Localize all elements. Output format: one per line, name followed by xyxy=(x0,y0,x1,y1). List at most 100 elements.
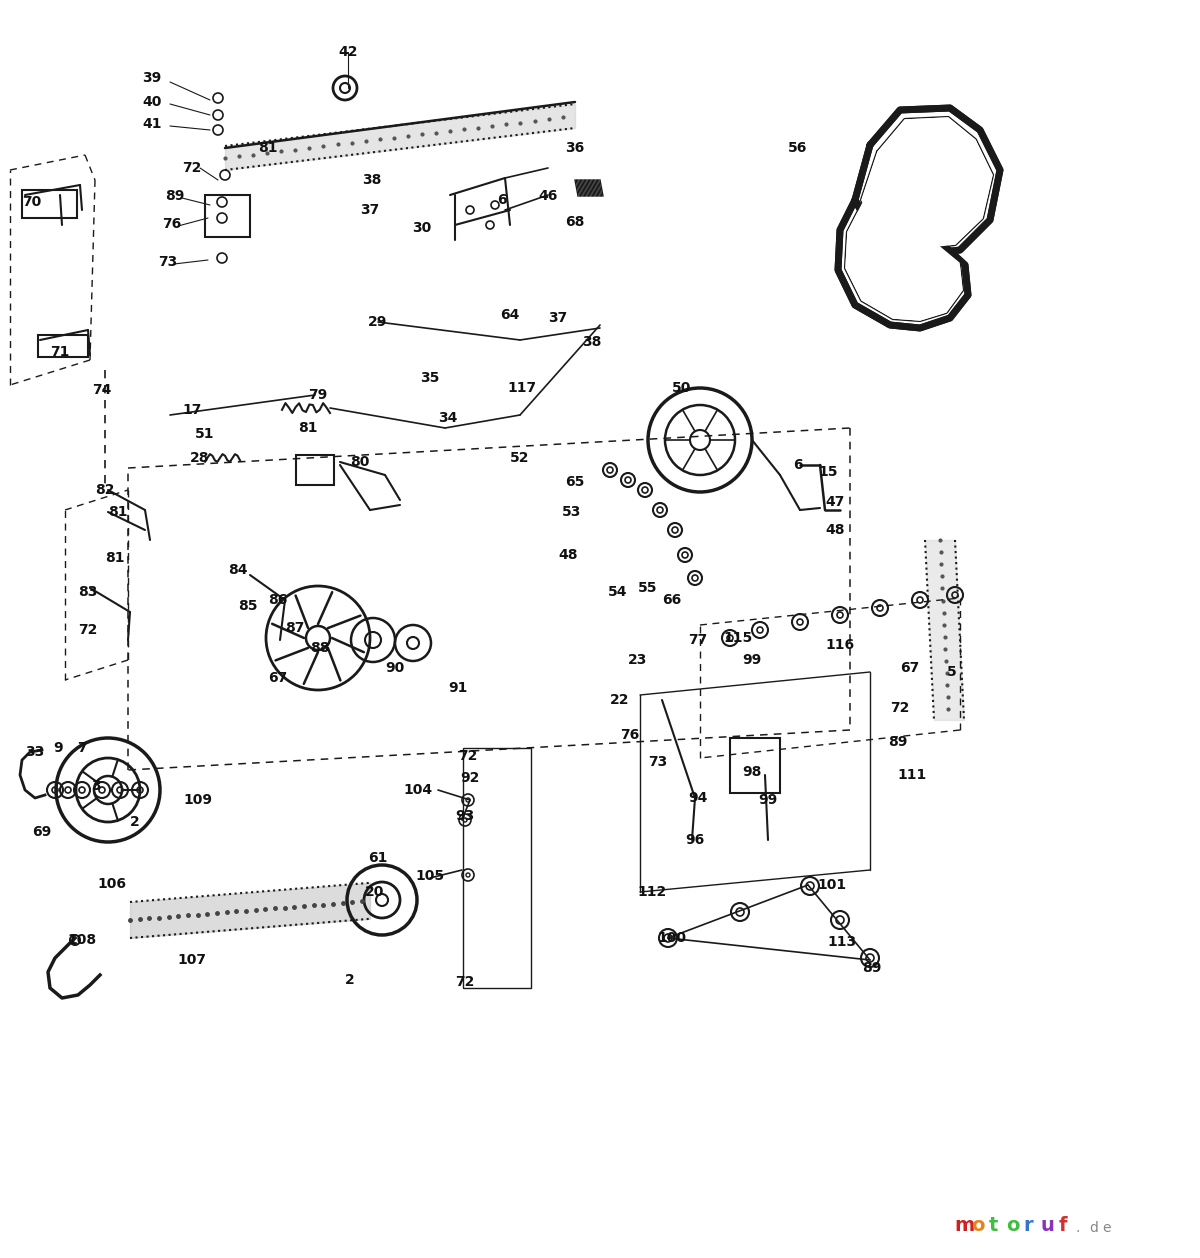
Text: 72: 72 xyxy=(458,749,478,764)
Text: f: f xyxy=(1058,1216,1067,1235)
Text: 65: 65 xyxy=(565,476,584,489)
Text: 22: 22 xyxy=(611,693,630,707)
Text: 56: 56 xyxy=(788,141,808,155)
Text: u: u xyxy=(1040,1216,1055,1235)
Text: 29: 29 xyxy=(368,314,388,330)
Text: 72: 72 xyxy=(78,623,97,637)
Text: 64: 64 xyxy=(500,308,520,322)
Text: 35: 35 xyxy=(420,371,439,385)
Text: 30: 30 xyxy=(413,221,432,235)
Text: 81: 81 xyxy=(108,504,127,520)
Text: 34: 34 xyxy=(438,411,457,425)
Text: 92: 92 xyxy=(461,771,480,785)
Text: 40: 40 xyxy=(143,96,162,109)
Polygon shape xyxy=(846,203,962,320)
Text: 15: 15 xyxy=(818,465,838,479)
Text: 109: 109 xyxy=(184,793,212,806)
Text: 107: 107 xyxy=(178,954,206,967)
Text: 89: 89 xyxy=(888,735,907,749)
Text: 77: 77 xyxy=(689,633,708,647)
Text: 6: 6 xyxy=(497,192,506,208)
Text: 50: 50 xyxy=(672,381,691,395)
Text: 94: 94 xyxy=(689,791,708,805)
Text: 99: 99 xyxy=(743,653,762,667)
Text: 83: 83 xyxy=(78,585,97,599)
Text: 73: 73 xyxy=(648,755,667,769)
Text: 82: 82 xyxy=(95,483,115,497)
Text: 117: 117 xyxy=(508,381,536,395)
Text: 20: 20 xyxy=(365,884,385,899)
Text: 87: 87 xyxy=(286,621,305,635)
Text: 38: 38 xyxy=(362,174,382,187)
Text: 76: 76 xyxy=(162,216,181,231)
Text: 98: 98 xyxy=(743,765,762,779)
Text: 85: 85 xyxy=(239,599,258,613)
Text: 70: 70 xyxy=(23,195,42,209)
Text: 99: 99 xyxy=(758,793,778,806)
Text: 2: 2 xyxy=(346,972,355,988)
Text: 72: 72 xyxy=(182,161,202,175)
Text: 81: 81 xyxy=(258,141,277,155)
Text: 9: 9 xyxy=(53,741,62,755)
Text: 113: 113 xyxy=(828,935,857,949)
Text: 39: 39 xyxy=(143,70,162,86)
Text: o: o xyxy=(1006,1216,1020,1235)
Text: 61: 61 xyxy=(368,850,388,866)
Text: 81: 81 xyxy=(299,421,318,435)
Text: 101: 101 xyxy=(817,878,846,892)
Text: 41: 41 xyxy=(143,117,162,131)
Text: 73: 73 xyxy=(158,255,178,269)
Text: 68: 68 xyxy=(565,215,584,229)
Text: 116: 116 xyxy=(826,638,854,652)
Text: e: e xyxy=(1102,1222,1111,1235)
Text: 47: 47 xyxy=(826,494,845,509)
Text: 88: 88 xyxy=(311,642,330,655)
Text: 52: 52 xyxy=(510,452,529,465)
Text: 5: 5 xyxy=(947,665,956,679)
Text: 90: 90 xyxy=(385,660,404,676)
Text: d: d xyxy=(1088,1222,1098,1235)
Text: 86: 86 xyxy=(269,593,288,608)
Text: 84: 84 xyxy=(228,564,247,577)
Text: 100: 100 xyxy=(658,931,686,945)
Text: 80: 80 xyxy=(350,455,370,469)
Text: 53: 53 xyxy=(563,504,582,520)
Text: 37: 37 xyxy=(360,203,379,216)
Text: 89: 89 xyxy=(863,961,882,975)
Text: 108: 108 xyxy=(67,933,96,947)
Text: 96: 96 xyxy=(685,833,704,847)
Text: 79: 79 xyxy=(308,387,328,403)
Text: 48: 48 xyxy=(826,523,845,537)
Text: 72: 72 xyxy=(890,701,910,715)
Text: r: r xyxy=(1024,1216,1033,1235)
Text: 106: 106 xyxy=(97,877,126,891)
Text: 7: 7 xyxy=(77,741,86,755)
Text: 93: 93 xyxy=(455,809,475,823)
Text: 51: 51 xyxy=(196,426,215,442)
Text: 37: 37 xyxy=(548,311,568,325)
Polygon shape xyxy=(862,118,992,248)
Text: 3: 3 xyxy=(91,779,101,793)
Text: 54: 54 xyxy=(608,585,628,599)
Text: 91: 91 xyxy=(449,681,468,694)
Text: t: t xyxy=(989,1216,998,1235)
Text: o: o xyxy=(972,1216,985,1235)
Text: 67: 67 xyxy=(900,660,919,676)
Text: 6: 6 xyxy=(793,458,803,472)
Text: 69: 69 xyxy=(32,825,52,839)
Text: 48: 48 xyxy=(558,548,577,562)
Text: 42: 42 xyxy=(338,45,358,59)
Text: 28: 28 xyxy=(191,452,210,465)
Polygon shape xyxy=(862,118,992,248)
Text: 36: 36 xyxy=(565,141,584,155)
Text: 74: 74 xyxy=(92,382,112,398)
Text: 66: 66 xyxy=(662,593,682,608)
Text: 105: 105 xyxy=(415,869,444,883)
Text: m: m xyxy=(954,1216,974,1235)
Text: 81: 81 xyxy=(106,551,125,565)
Text: 76: 76 xyxy=(620,728,640,742)
Text: 23: 23 xyxy=(629,653,648,667)
Polygon shape xyxy=(846,203,962,320)
Text: 38: 38 xyxy=(582,335,601,348)
Text: 111: 111 xyxy=(898,767,926,782)
